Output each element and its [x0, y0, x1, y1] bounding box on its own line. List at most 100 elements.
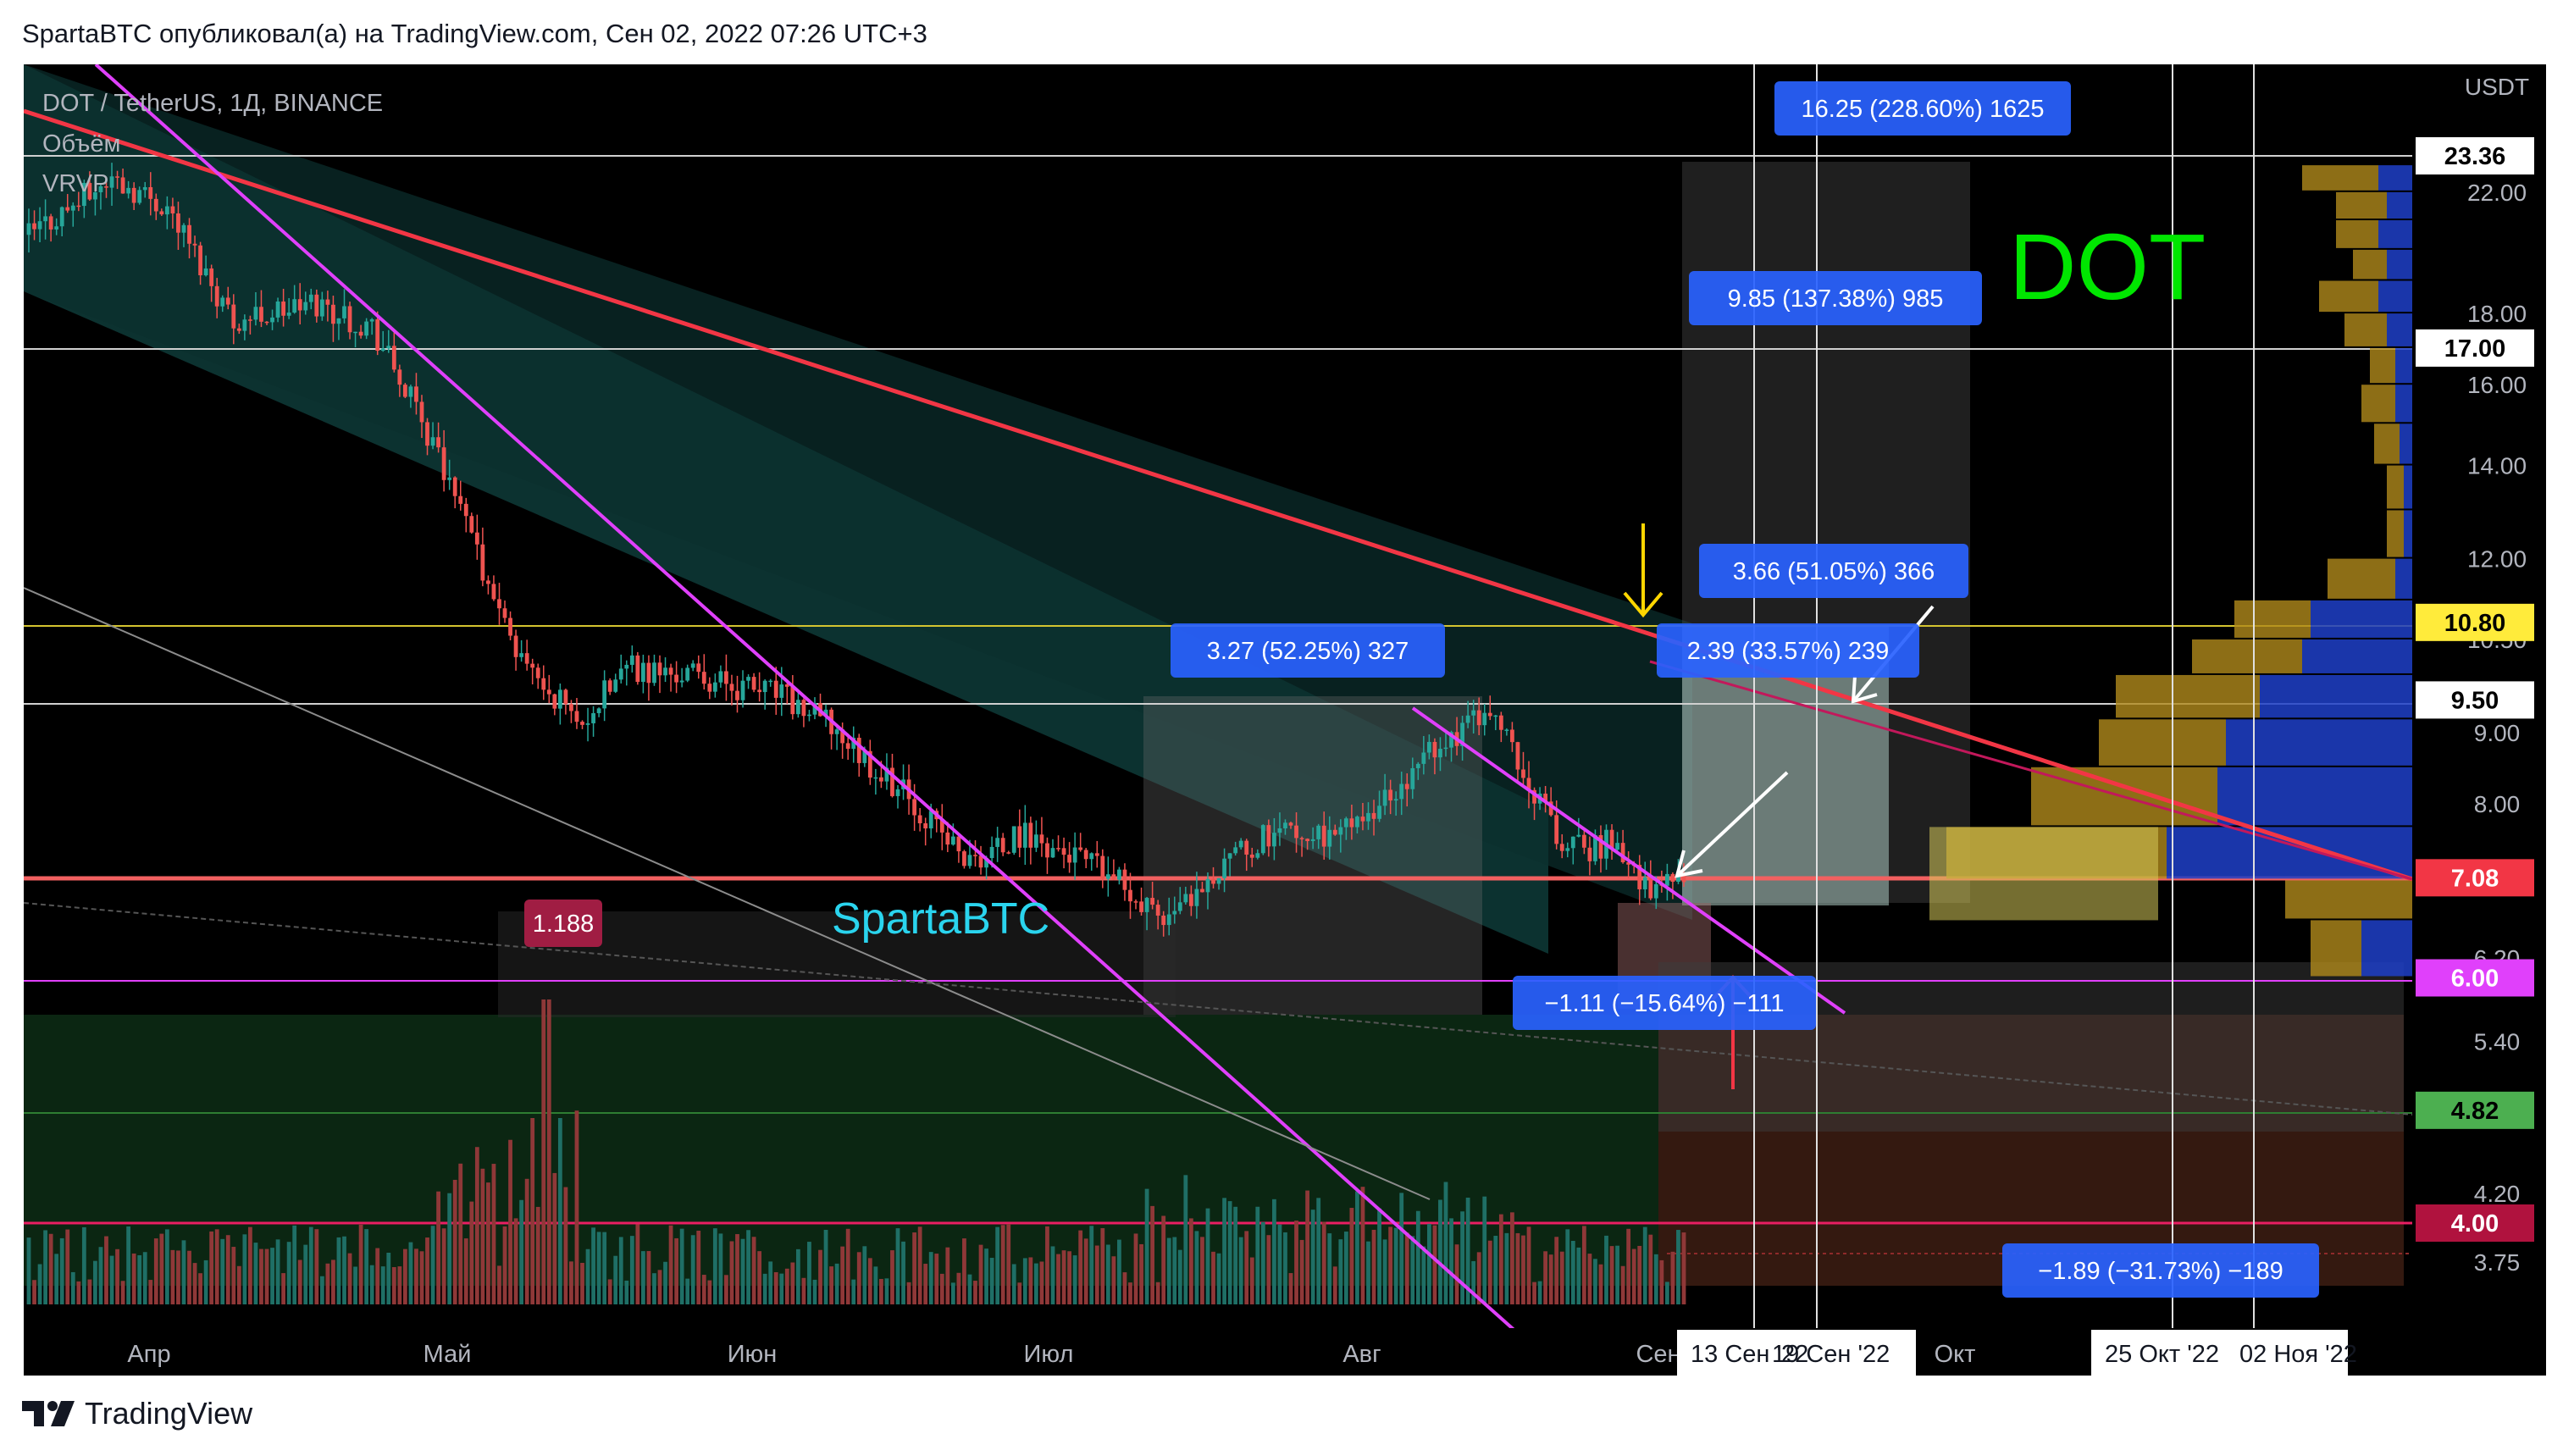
- x-date-label: 19 Сен '22: [1772, 1341, 1890, 1368]
- x-tick-labels: Апр Май Июн Июл Авг Сен Окт: [127, 1341, 1975, 1368]
- volume-bar: [640, 1251, 645, 1304]
- volume-bar: [115, 1248, 119, 1304]
- price-chart[interactable]: DOT / TetherUS, 1Д, BINANCE Объём VRVP D…: [24, 64, 2546, 1376]
- candle-body: [364, 321, 369, 336]
- volume-bar: [1593, 1259, 1597, 1304]
- candle-body: [1227, 853, 1232, 859]
- candle-body: [181, 224, 186, 233]
- candle-body: [552, 694, 557, 709]
- candle-body: [840, 729, 845, 744]
- volume-bar: [1377, 1208, 1381, 1304]
- vrvp-legend[interactable]: VRVP: [42, 170, 108, 197]
- volume-bar: [906, 1282, 911, 1304]
- candle-body: [425, 422, 429, 446]
- candle-body: [314, 294, 319, 317]
- symbol-legend[interactable]: DOT / TetherUS, 1Д, BINANCE: [42, 90, 383, 117]
- candle-body: [375, 318, 380, 352]
- time-axis[interactable]: [24, 1328, 2412, 1376]
- candle-body: [1150, 898, 1155, 905]
- candle-body: [1000, 838, 1005, 853]
- candle-body: [1188, 894, 1193, 906]
- volume-bar: [292, 1225, 297, 1304]
- short-downtrend-line: [1411, 706, 1846, 1015]
- volume-bar: [1554, 1237, 1559, 1304]
- volume-bar: [32, 1280, 36, 1304]
- candle-body: [1399, 783, 1404, 800]
- volume-bar: [535, 1206, 540, 1304]
- measure-label-7: −1.89 (−31.73%) −189: [2002, 1243, 2319, 1298]
- candle-body: [1526, 778, 1531, 790]
- volume-bar: [1006, 1224, 1011, 1304]
- volume-bar: [1177, 1249, 1182, 1304]
- candle-body: [1587, 847, 1592, 861]
- candle-body: [1172, 911, 1177, 915]
- trendline-overlay: [1649, 660, 2413, 881]
- volume-bar: [1277, 1224, 1282, 1304]
- volume-bar: [1404, 1232, 1409, 1304]
- candle-body: [519, 653, 524, 657]
- volume-bar: [751, 1237, 756, 1304]
- vrvp-down-bar: [2387, 249, 2412, 280]
- x-date-box: [1758, 1330, 1916, 1376]
- price-axis[interactable]: [2412, 64, 2546, 1376]
- candle-body: [441, 447, 446, 480]
- vrvp-down-bar: [2378, 165, 2412, 191]
- candle-body: [618, 668, 623, 680]
- volume-bar: [1537, 1281, 1542, 1304]
- volume-bar: [574, 1110, 579, 1304]
- chart-area[interactable]: DOT / TetherUS, 1Д, BINANCE Объём VRVP D…: [24, 64, 2546, 1376]
- volume-bar: [607, 1279, 612, 1304]
- candle-body: [784, 684, 789, 687]
- volume-bar: [203, 1259, 208, 1304]
- candle-body: [563, 689, 568, 705]
- candle-body: [447, 477, 452, 480]
- volume-bar: [1089, 1226, 1094, 1304]
- candle-body: [98, 186, 103, 193]
- volume-bar: [1521, 1235, 1525, 1304]
- volume-bar: [1183, 1175, 1188, 1304]
- volume-legend[interactable]: Объём: [42, 130, 120, 158]
- volume-bar: [1117, 1239, 1121, 1304]
- candle-body: [436, 437, 440, 448]
- volume-bar: [192, 1263, 197, 1304]
- volume-bar: [1543, 1251, 1548, 1304]
- x-tick-label: Июл: [1024, 1341, 1074, 1368]
- volume-bar: [1559, 1251, 1564, 1304]
- vrvp-up-bar: [2387, 465, 2404, 509]
- candle-body: [1504, 729, 1509, 731]
- candle-body: [1388, 789, 1393, 801]
- volume-bar: [264, 1248, 269, 1304]
- volume-bar: [397, 1266, 402, 1304]
- page-header: SpartaBTC опубликовал(а) на TradingView.…: [22, 19, 927, 49]
- candle-body: [663, 667, 667, 676]
- volume-bar: [1498, 1214, 1503, 1304]
- volume-bar: [1338, 1239, 1343, 1304]
- candle-body: [1498, 715, 1503, 730]
- volume-bar: [724, 1275, 728, 1304]
- candle-body: [1343, 818, 1348, 828]
- candle-body: [59, 207, 64, 227]
- volume-bar: [76, 1281, 81, 1304]
- candle-body: [463, 503, 468, 517]
- candle-body: [81, 183, 86, 207]
- volume-bar: [142, 1252, 147, 1304]
- header-title: SpartaBTC опубликовал(а) на TradingView.…: [22, 19, 927, 48]
- candle-body: [807, 714, 811, 717]
- candle-body: [729, 684, 734, 691]
- volume-bar: [474, 1147, 479, 1304]
- x-tick-label: Июн: [728, 1341, 778, 1368]
- volume-bar: [1681, 1232, 1686, 1304]
- volume-bar: [1631, 1248, 1636, 1304]
- candle-body: [1487, 712, 1492, 717]
- candle-body: [1139, 901, 1143, 912]
- vrvp-up-bar: [2234, 600, 2311, 638]
- volume-bar: [679, 1228, 684, 1304]
- volume-bar: [153, 1238, 158, 1304]
- vrvp-down-bar: [2387, 191, 2412, 219]
- price-label: 7.08: [2451, 865, 2499, 892]
- candle-body: [469, 516, 474, 533]
- candle-body: [1482, 712, 1487, 726]
- vrvp-up-bar: [2387, 510, 2404, 557]
- candle-body: [1554, 815, 1559, 844]
- candle-body: [541, 678, 546, 690]
